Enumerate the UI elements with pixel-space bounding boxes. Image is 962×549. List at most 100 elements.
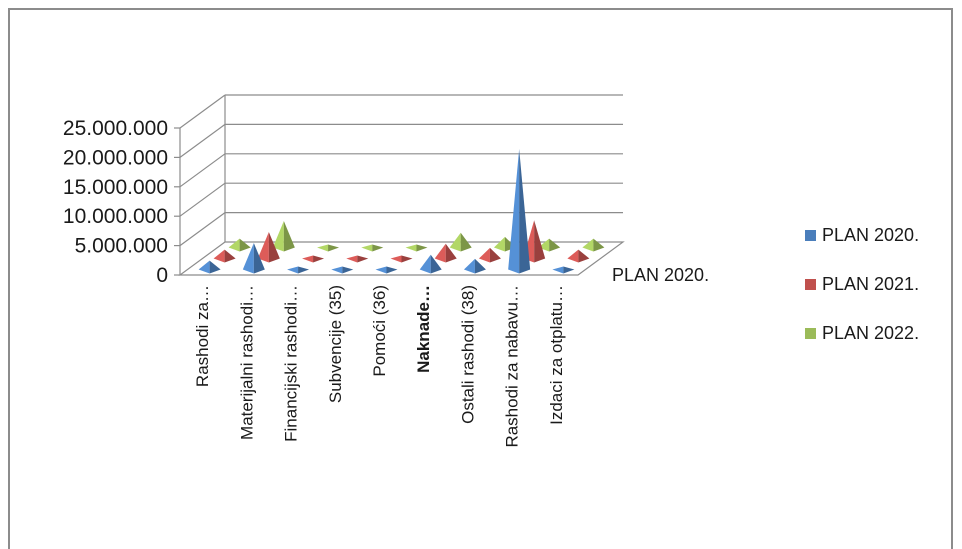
pyramid-face-left bbox=[375, 266, 387, 274]
pyramid-0-5 bbox=[419, 254, 442, 274]
pyramid-2-4 bbox=[405, 244, 428, 252]
pyramid-face-left bbox=[582, 238, 594, 252]
gridline-side bbox=[179, 123, 226, 158]
pyramid-face-left bbox=[493, 236, 505, 252]
category-label-4: Pomoći (36) bbox=[370, 285, 389, 377]
legend-label-2: PLAN 2022. bbox=[822, 323, 919, 343]
y-tick-label: 0 bbox=[156, 264, 168, 287]
pyramid-face-left bbox=[213, 249, 225, 263]
category-label-8: Izdaci za otplatu… bbox=[547, 285, 566, 425]
pyramid-face-left bbox=[405, 244, 417, 252]
pyramid-face-left bbox=[449, 232, 461, 252]
pyramid-face-left bbox=[272, 221, 284, 252]
pyramid-1-2 bbox=[302, 255, 325, 263]
category-label-1: Materijalni rashodi… bbox=[237, 285, 256, 440]
category-label-5: Naknade… bbox=[414, 285, 433, 373]
pyramid-face-right bbox=[239, 238, 251, 252]
category-label-6: Ostali rashodi (38) bbox=[458, 285, 477, 424]
pyramid-2-5 bbox=[449, 232, 472, 252]
legend-label-0: PLAN 2020. bbox=[822, 225, 919, 245]
pyramid-face-right bbox=[224, 249, 236, 263]
pyramid-face-right bbox=[401, 255, 413, 263]
pyramid-face-right bbox=[593, 238, 605, 252]
pyramid-face-right bbox=[283, 221, 295, 252]
pyramid-face-left bbox=[463, 258, 475, 274]
pyramid-0-4 bbox=[375, 266, 398, 274]
pyramid-2-1 bbox=[272, 221, 295, 252]
pyramid-face-right bbox=[534, 220, 546, 263]
pyramid-face-left bbox=[331, 266, 343, 274]
gridline-side bbox=[179, 94, 226, 129]
pyramid-1-3 bbox=[346, 255, 369, 263]
category-label-3: Subvencije (35) bbox=[326, 285, 345, 403]
pyramid-2-0 bbox=[228, 238, 251, 252]
y-axis-ticks: 0 5.000.000 10.000.000 15.000.000 20.000.000… bbox=[63, 117, 180, 287]
chart-marks bbox=[198, 148, 605, 274]
pyramid-face-right bbox=[460, 232, 472, 252]
pyramid-face-right bbox=[357, 255, 369, 263]
pyramid-0-8 bbox=[552, 266, 575, 274]
legend-label-1: PLAN 2021. bbox=[822, 274, 919, 294]
pyramid-face-right bbox=[328, 244, 340, 252]
pyramid-0-7 bbox=[508, 148, 531, 274]
pyramid-face-right bbox=[578, 249, 590, 263]
pyramid-face-right bbox=[342, 266, 354, 274]
category-label-0: Rashodi za… bbox=[193, 285, 212, 387]
pyramid-1-6 bbox=[478, 247, 501, 263]
pyramid-1-1 bbox=[257, 232, 280, 263]
category-label-7: Rashodi za nabavu… bbox=[503, 285, 522, 448]
pyramid-face-right bbox=[268, 232, 280, 263]
pyramid-face-left bbox=[419, 254, 431, 274]
pyramid-face-left bbox=[567, 249, 579, 263]
pyramid-0-1 bbox=[242, 243, 265, 274]
pyramid-face-right bbox=[430, 254, 442, 274]
pyramid-0-0 bbox=[198, 260, 221, 274]
pyramid-face-left bbox=[228, 238, 240, 252]
pyramid-face-right bbox=[474, 258, 486, 274]
pyramid-face-right bbox=[298, 266, 310, 274]
legend: PLAN 2020. PLAN 2021. PLAN 2022. bbox=[805, 225, 919, 343]
chart-frame bbox=[8, 8, 953, 549]
pyramid-face-right bbox=[563, 266, 575, 274]
pyramid-face-right bbox=[519, 148, 531, 274]
pyramid-1-8 bbox=[567, 249, 590, 263]
pyramid-face-left bbox=[317, 244, 329, 252]
y-tick-label: 25.000.000 bbox=[63, 117, 168, 140]
pyramid-face-right bbox=[549, 238, 561, 252]
pyramid-face-right bbox=[372, 244, 384, 252]
legend-swatch-1 bbox=[805, 279, 816, 290]
y-tick-label: 5.000.000 bbox=[75, 235, 168, 258]
pyramid-face-right bbox=[313, 255, 325, 263]
pyramid-1-4 bbox=[390, 255, 413, 263]
pyramid-face-right bbox=[386, 266, 398, 274]
y-tick-label: 15.000.000 bbox=[63, 176, 168, 199]
pyramid-face-left bbox=[434, 243, 446, 263]
pyramid-face-right bbox=[416, 244, 428, 252]
gridline-side bbox=[179, 153, 226, 188]
gridline-side bbox=[179, 182, 226, 217]
pyramid-face-left bbox=[508, 148, 520, 274]
gridline-side bbox=[179, 212, 226, 247]
pyramid-2-2 bbox=[317, 244, 340, 252]
pyramid-face-right bbox=[253, 243, 265, 274]
pyramid-face-left bbox=[478, 247, 490, 263]
pyramid-face-left bbox=[390, 255, 402, 263]
pyramid-face-right bbox=[209, 260, 221, 274]
pyramid-0-3 bbox=[331, 266, 354, 274]
pyramid-1-5 bbox=[434, 243, 457, 263]
pyramid-face-right bbox=[445, 243, 457, 263]
y-tick-label: 20.000.000 bbox=[63, 146, 168, 169]
pyramid-face-left bbox=[552, 266, 564, 274]
pyramid-2-8 bbox=[582, 238, 605, 252]
pyramid-2-3 bbox=[361, 244, 384, 252]
pyramid-face-left bbox=[242, 243, 254, 274]
pyramid-1-0 bbox=[213, 249, 236, 263]
depth-axis-label: PLAN 2020. bbox=[612, 265, 709, 285]
x-axis-categories: Rashodi za… Materijalni rashodi… Financijs… bbox=[193, 285, 566, 448]
chart-walls bbox=[178, 94, 625, 276]
pyramid-face-left bbox=[346, 255, 358, 263]
legend-swatch-2 bbox=[805, 328, 816, 339]
y-tick-label: 10.000.000 bbox=[63, 205, 168, 228]
legend-swatch-0 bbox=[805, 230, 816, 241]
